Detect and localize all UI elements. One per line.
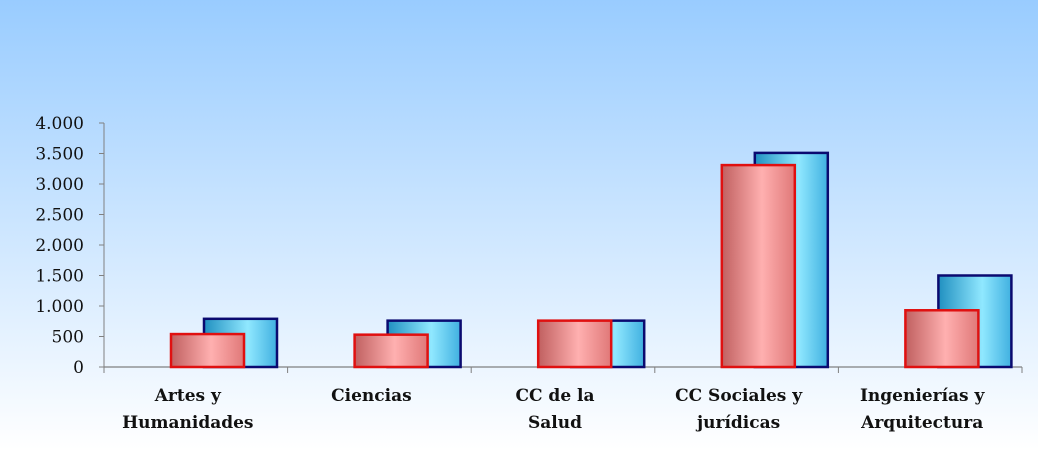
x-category-label: jurídicas xyxy=(695,413,780,433)
y-tick-label: 1.500 xyxy=(35,267,84,287)
bar-series-1 xyxy=(536,319,613,369)
x-category-label: Humanidades xyxy=(122,413,253,433)
y-tick-label: 3.000 xyxy=(35,175,84,195)
bar-series-1 xyxy=(720,163,797,369)
axes: 0 500 1.000 1.500 2.000 2.500 3.000 3.500 4.000 xyxy=(35,114,1023,378)
y-tick-label: 2.500 xyxy=(35,206,84,226)
y-tick-label: 3.500 xyxy=(35,145,84,165)
bars xyxy=(169,151,1013,369)
y-tick-label: 0 xyxy=(73,358,84,378)
bar-series-1 xyxy=(169,332,246,369)
x-category-label: Ingenierías y xyxy=(860,386,986,406)
x-category-label: Ciencias xyxy=(331,386,412,406)
bar-series-1 xyxy=(353,333,429,369)
y-tick-label: 1.000 xyxy=(35,297,84,317)
bar-series-1 xyxy=(904,309,980,369)
x-category-label: Artes y xyxy=(154,386,222,406)
y-tick-label: 4.000 xyxy=(35,114,84,134)
y-tick-label: 500 xyxy=(52,328,84,348)
x-category-label: CC de la xyxy=(515,386,594,406)
y-tick-label: 2.000 xyxy=(35,236,84,256)
x-category-label: Salud xyxy=(528,413,582,433)
x-category-label: CC Sociales y xyxy=(675,386,803,406)
x-category-label: Arquitectura xyxy=(860,413,983,433)
labels: Artes y Humanidades Ciencias CC de la Salud C… xyxy=(122,386,985,433)
